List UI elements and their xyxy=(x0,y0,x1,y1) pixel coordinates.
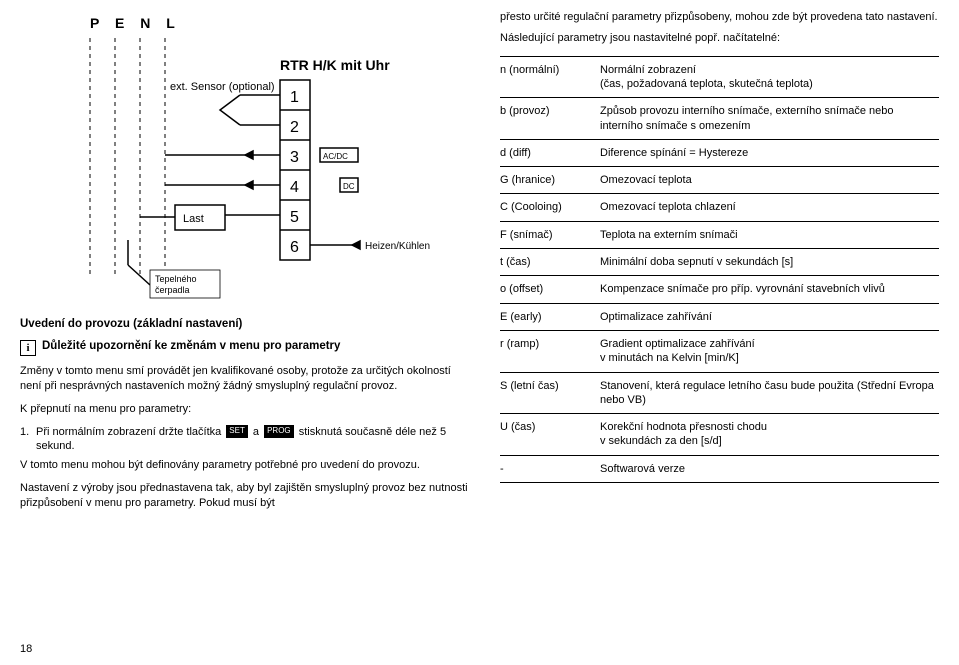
intro-block: přesto určité regulační parametry přizpů… xyxy=(500,10,939,46)
param-value: Normální zobrazení (čas, požadovaná tepl… xyxy=(600,56,939,98)
svg-text:1: 1 xyxy=(290,89,299,106)
param-value: Omezovací teplota xyxy=(600,167,939,194)
table-row: d (diff)Diference spínání = Hystereze xyxy=(500,139,939,166)
parameter-table: n (normální)Normální zobrazení (čas, pož… xyxy=(500,56,939,483)
table-row: -Softwarová verze xyxy=(500,455,939,482)
diagram-rtr-label: RTR H/K mit Uhr xyxy=(280,57,390,73)
param-key: b (provoz) xyxy=(500,98,600,140)
svg-text:4: 4 xyxy=(290,179,299,196)
body-text-1: Změny v tomto menu smí provádět jen kval… xyxy=(20,364,470,394)
table-row: C (Cooloing)Omezovací teplota chlazení xyxy=(500,194,939,221)
svg-text:3: 3 xyxy=(290,149,299,166)
param-key: r (ramp) xyxy=(500,330,600,372)
diagram-ext-sensor: ext. Sensor (optional) xyxy=(170,81,275,93)
param-value: Korekční hodnota přesnosti chodu v sekun… xyxy=(600,414,939,456)
svg-text:5: 5 xyxy=(290,209,299,226)
param-key: n (normální) xyxy=(500,56,600,98)
body-text-2: V tomto menu mohou být definovány parame… xyxy=(20,458,470,473)
param-value: Minimální doba sepnutí v sekundách [s] xyxy=(600,249,939,276)
param-key: S (letní čas) xyxy=(500,372,600,414)
param-key: t (čas) xyxy=(500,249,600,276)
svg-text:AC/DC: AC/DC xyxy=(323,152,348,161)
param-key: F (snímač) xyxy=(500,221,600,248)
wiring-diagram: P E N L RTR H/K mit Uhr xyxy=(20,10,470,300)
param-value: Optimalizace zahřívání xyxy=(600,303,939,330)
param-key: d (diff) xyxy=(500,139,600,166)
svg-text:Last: Last xyxy=(183,213,204,225)
table-row: o (offset)Kompenzace snímače pro příp. v… xyxy=(500,276,939,303)
param-value: Kompenzace snímače pro příp. vyrovnání s… xyxy=(600,276,939,303)
intro-2: Následující parametry jsou nastavitelné … xyxy=(500,31,939,46)
param-value: Diference spínání = Hystereze xyxy=(600,139,939,166)
svg-text:Heizen/Kühlen: Heizen/Kühlen xyxy=(365,241,430,252)
info-icon: i xyxy=(20,340,36,356)
intro-1: přesto určité regulační parametry přizpů… xyxy=(500,10,939,25)
table-row: G (hranice)Omezovací teplota xyxy=(500,167,939,194)
svg-text:Tepelného: Tepelného xyxy=(155,274,197,284)
param-key: U (čas) xyxy=(500,414,600,456)
svg-text:DC: DC xyxy=(343,182,355,191)
left-column: P E N L RTR H/K mit Uhr xyxy=(20,10,470,655)
info-notice: i Důležité upozornění ke změnám v menu p… xyxy=(20,340,470,356)
svg-text:6: 6 xyxy=(290,239,299,256)
step-1: 1. Při normálním zobrazení držte tlačítk… xyxy=(20,425,470,455)
param-key: - xyxy=(500,455,600,482)
switch-heading: K přepnutí na menu pro parametry: xyxy=(20,402,470,417)
step1-mid: a xyxy=(250,426,262,438)
param-value: Gradient optimalizace zahřívání v minutá… xyxy=(600,330,939,372)
param-key: o (offset) xyxy=(500,276,600,303)
table-row: r (ramp)Gradient optimalizace zahřívání … xyxy=(500,330,939,372)
param-value: Stanovení, která regulace letního času b… xyxy=(600,372,939,414)
tag-prog: PROG xyxy=(264,425,294,438)
table-row: E (early)Optimalizace zahřívání xyxy=(500,303,939,330)
table-row: n (normální)Normální zobrazení (čas, pož… xyxy=(500,56,939,98)
tag-set: SET xyxy=(226,425,248,438)
body-text-3: Nastavení z výroby jsou přednastavena ta… xyxy=(20,481,470,511)
param-key: C (Cooloing) xyxy=(500,194,600,221)
step1-pre: Při normálním zobrazení držte tlačítka xyxy=(36,426,224,438)
param-key: G (hranice) xyxy=(500,167,600,194)
right-column: přesto určité regulační parametry přizpů… xyxy=(500,10,939,655)
table-row: U (čas)Korekční hodnota přesnosti chodu … xyxy=(500,414,939,456)
setup-heading: Uvedení do provozu (základní nastavení) xyxy=(20,318,470,330)
table-row: t (čas)Minimální doba sepnutí v sekundác… xyxy=(500,249,939,276)
param-key: E (early) xyxy=(500,303,600,330)
diagram-penl-label: P E N L xyxy=(90,15,181,31)
table-row: S (letní čas)Stanovení, která regulace l… xyxy=(500,372,939,414)
page-number: 18 xyxy=(20,643,32,655)
table-row: b (provoz)Způsob provozu interního sníma… xyxy=(500,98,939,140)
param-value: Způsob provozu interního snímače, extern… xyxy=(600,98,939,140)
step-list: 1. Při normálním zobrazení držte tlačítk… xyxy=(20,425,470,459)
diagram-svg: P E N L RTR H/K mit Uhr xyxy=(20,10,470,300)
param-value: Omezovací teplota chlazení xyxy=(600,194,939,221)
svg-text:čerpadla: čerpadla xyxy=(155,285,190,295)
svg-text:2: 2 xyxy=(290,119,299,136)
param-value: Teplota na externím snímači xyxy=(600,221,939,248)
page-columns: P E N L RTR H/K mit Uhr xyxy=(20,10,939,655)
table-row: F (snímač)Teplota na externím snímači xyxy=(500,221,939,248)
param-value: Softwarová verze xyxy=(600,455,939,482)
info-heading-text: Důležité upozornění ke změnám v menu pro… xyxy=(42,340,340,352)
